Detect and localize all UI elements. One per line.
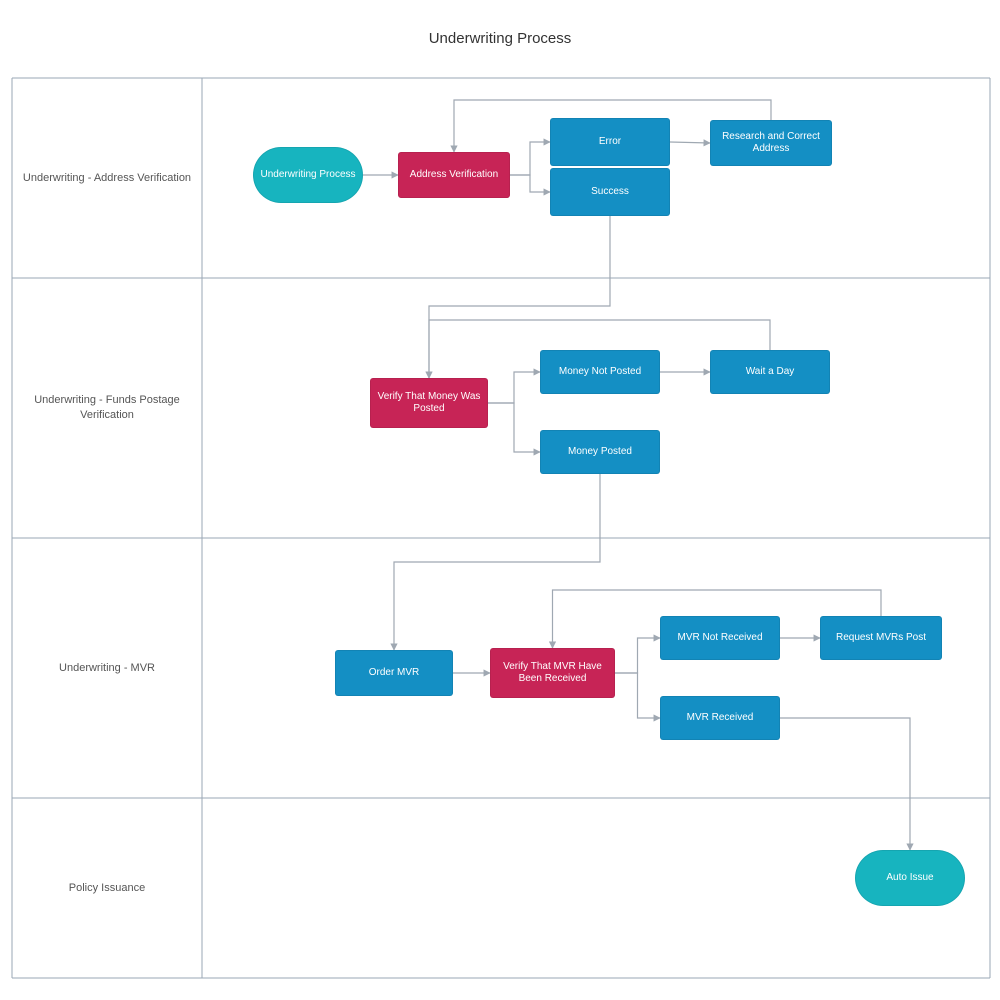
lane-label-lane-mvr: Underwriting - MVR <box>12 538 202 798</box>
node-addr-error: Error <box>550 118 670 166</box>
node-mvr-not: MVR Not Received <box>660 616 780 660</box>
diagram-title: Underwriting Process <box>0 30 1000 47</box>
lane-label-lane-address: Underwriting - Address Verification <box>12 78 202 278</box>
node-mvr-received: MVR Received <box>660 696 780 740</box>
node-money-posted: Money Posted <box>540 430 660 474</box>
lane-label-lane-policy: Policy Issuance <box>12 798 202 978</box>
node-order-mvr: Order MVR <box>335 650 453 696</box>
node-verify-mvr: Verify That MVR Have Been Received <box>490 648 615 698</box>
node-addr-verify: Address Verification <box>398 152 510 198</box>
node-verify-money: Verify That Money Was Posted <box>370 378 488 428</box>
node-start: Underwriting Process <box>253 147 363 203</box>
node-money-not: Money Not Posted <box>540 350 660 394</box>
node-wait-day: Wait a Day <box>710 350 830 394</box>
diagram-stage: { "type": "flowchart-swimlane", "canvas"… <box>0 0 1000 1000</box>
node-addr-research: Research and Correct Address <box>710 120 832 166</box>
lane-label-lane-funds: Underwriting - Funds Postage Verificatio… <box>12 278 202 538</box>
node-request-mvrs: Request MVRs Post <box>820 616 942 660</box>
node-auto-issue: Auto Issue <box>855 850 965 906</box>
node-addr-success: Success <box>550 168 670 216</box>
